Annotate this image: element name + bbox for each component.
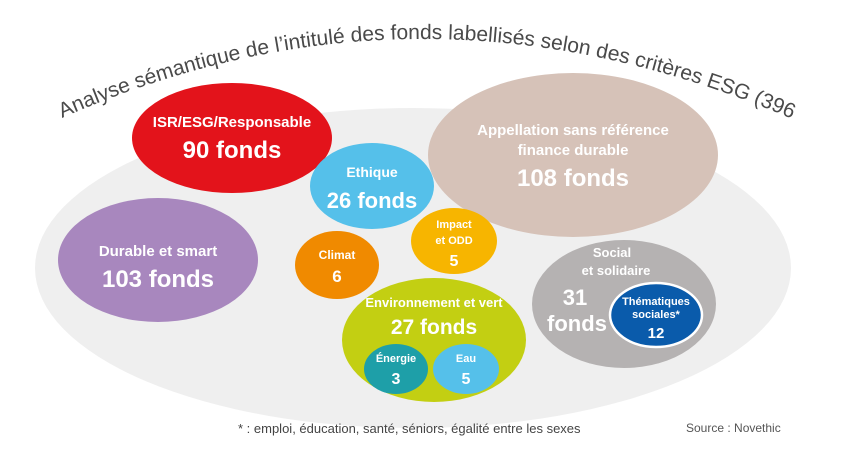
footnote: * : emploi, éducation, santé, séniors, é… — [238, 421, 581, 436]
bubble-impact-label-line1: Impact — [436, 219, 472, 231]
bubble-eau-label: Eau — [456, 353, 476, 365]
bubble-thematiques-label-line2: sociales* — [632, 309, 680, 321]
bubble-thematiques-shape — [608, 281, 704, 349]
bubble-energie-label: Énergie — [376, 352, 416, 365]
bubble-impact-shape — [411, 208, 497, 274]
bubble-appellation-shape — [428, 73, 718, 237]
bubble-impact-label-line2: et ODD — [435, 235, 472, 247]
bubble-social-value-line1: 31 — [563, 285, 587, 310]
bubble-climat-value: 6 — [332, 267, 341, 286]
bubble-climat-label: Climat — [319, 248, 356, 262]
bubble-energie: Énergie 3 — [364, 344, 428, 394]
bubble-energie-value: 3 — [392, 371, 401, 388]
bubble-ethique-label: Ethique — [346, 164, 398, 180]
bubble-durable-value: 103 fonds — [102, 266, 214, 293]
bubble-climat-shape — [295, 231, 379, 299]
bubble-thematiques: Thématiques sociales* 12 — [608, 281, 704, 349]
bubble-isr-label: ISR/ESG/Responsable — [153, 114, 311, 131]
bubble-energie-shape — [364, 344, 428, 394]
bubble-appellation-value: 108 fonds — [517, 165, 629, 192]
bubble-appellation-label-line2: finance durable — [518, 142, 629, 159]
bubble-isr: ISR/ESG/Responsable 90 fonds — [132, 83, 332, 193]
bubble-isr-shape — [132, 83, 332, 193]
bubble-eau-value: 5 — [462, 371, 471, 388]
bubble-impact: Impact et ODD 5 — [411, 208, 497, 274]
bubble-durable-shape — [58, 198, 258, 322]
bubble-impact-value: 5 — [450, 253, 459, 270]
bubble-environnement-label: Environnement et vert — [365, 295, 503, 310]
bubble-eau: Eau 5 — [433, 344, 499, 394]
bubble-ethique-value: 26 fonds — [327, 188, 417, 213]
bubble-eau-shape — [433, 344, 499, 394]
source-credit: Source : Novethic — [686, 421, 781, 435]
bubble-thematiques-label-line1: Thématiques — [622, 296, 690, 308]
bubble-thematiques-value: 12 — [648, 325, 665, 342]
bubble-durable-label: Durable et smart — [99, 243, 217, 260]
bubble-durable: Durable et smart 103 fonds — [58, 198, 258, 322]
bubble-appellation: Appellation sans référence finance durab… — [428, 73, 718, 237]
bubble-environnement: Environnement et vert 27 fonds — [342, 278, 526, 402]
bubble-ethique: Ethique 26 fonds — [310, 143, 434, 229]
bubble-environnement-value: 27 fonds — [391, 316, 477, 339]
bubble-isr-value: 90 fonds — [183, 137, 282, 164]
bubble-social-label-line2: et solidaire — [582, 263, 651, 278]
bubble-climat: Climat 6 — [295, 231, 379, 299]
bubble-social-label-line1: Social — [593, 245, 631, 260]
bubble-social-value-line2: fonds — [547, 311, 607, 336]
bubble-appellation-label-line1: Appellation sans référence — [477, 122, 669, 139]
bubble-ethique-shape — [310, 143, 434, 229]
